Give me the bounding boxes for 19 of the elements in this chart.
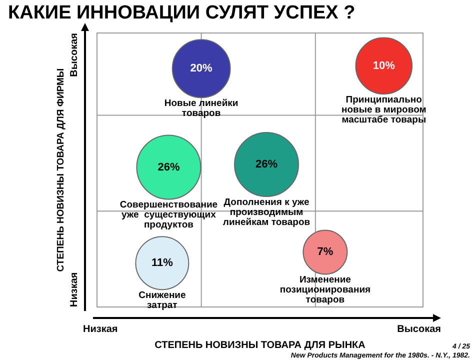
category-label: Изменение позиционирования товаров: [280, 274, 371, 306]
data-label: 20%: [190, 62, 213, 75]
data-label: 7%: [317, 246, 334, 258]
text: СТЕПЕНЬ НОВИЗНЫ ТОВАРА ДЛЯ ФИРМЫ: [56, 68, 67, 272]
category-label: Снижение затрат: [138, 290, 186, 312]
text: КАКИЕ ИННОВАЦИИ СУЛЯТ УСПЕХ ?: [8, 2, 356, 24]
text: Низкая: [68, 272, 80, 307]
text: Высокая: [68, 32, 80, 77]
data-label: 26%: [256, 158, 278, 171]
category-label: Дополнения к уже производимым линейкам товаров: [222, 196, 310, 228]
category-label: Совершенствование уже существующих продуктов: [120, 200, 218, 231]
data-label: 10%: [372, 60, 396, 72]
data-label: 26%: [158, 161, 180, 174]
text: СТЕПЕНЬ НОВИЗНЫ ТОВАРА ДЛЯ РЫНКА: [154, 340, 366, 351]
category-label: Новые линейки товаров: [164, 98, 238, 119]
category-label: Принципиально новые в мировом масштабе товары: [341, 94, 426, 126]
text: Высокая: [397, 324, 442, 335]
text: Низкая: [83, 324, 118, 335]
data-label: 11%: [151, 257, 174, 270]
